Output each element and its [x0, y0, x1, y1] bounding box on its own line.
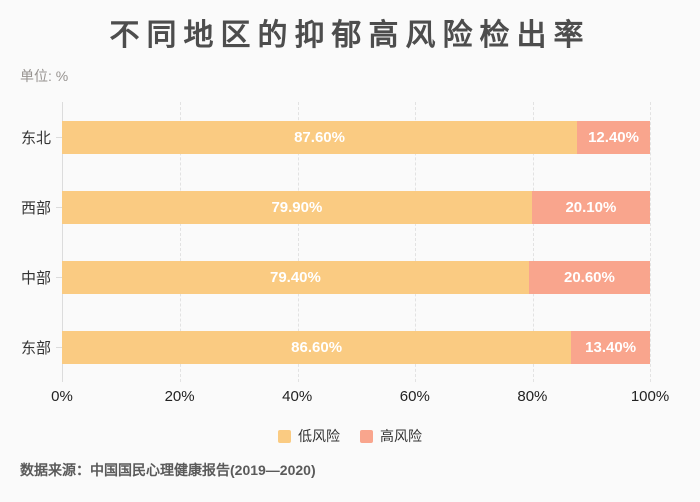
bar-value-label: 86.60%: [291, 338, 343, 356]
data-source: 数据来源：中国国民心理健康报告(2019—2020): [20, 462, 316, 478]
high-risk-swatch-icon: [360, 429, 373, 443]
bar-segment-low-risk: 79.40%: [62, 260, 529, 294]
gridline: [532, 102, 534, 382]
bar-value-label: 20.60%: [563, 268, 615, 286]
bar-row: 东北 87.60% 12.40%: [0, 102, 700, 172]
gridline: [180, 102, 182, 382]
category-tick: [56, 136, 62, 138]
bar-track: 79.40% 20.60%: [62, 260, 650, 294]
bar-segment-high-risk: 13.40%: [571, 330, 650, 364]
category-tick: [56, 276, 62, 278]
bar-segment-high-risk: 20.60%: [528, 260, 650, 294]
gridline: [297, 102, 299, 382]
gridline: [415, 102, 417, 382]
bar-track: 79.90% 20.10%: [62, 190, 650, 224]
bar-value-label: 13.40%: [585, 338, 637, 356]
chart-title: 不同地区的抑郁高风险检出率: [109, 19, 591, 52]
category-label: 西部: [0, 197, 62, 218]
bar-row: 西部 79.90% 20.10%: [0, 172, 700, 242]
bar-segment-high-risk: 20.10%: [531, 190, 650, 224]
bar-segment-low-risk: 86.60%: [62, 330, 572, 364]
x-axis-tick-label: 0%: [51, 388, 73, 405]
bar-value-label: 79.90%: [271, 198, 323, 216]
chart-area: 东北 87.60% 12.40% 西部 79.90% 20.10% 中部 79.40% 20.6…: [0, 102, 700, 382]
x-axis-tick-label: 100%: [630, 388, 670, 405]
x-axis: 0% 20% 40% 60% 80% 100%: [51, 388, 669, 408]
low-risk-swatch-icon: [278, 429, 291, 443]
bar-row: 东部 86.60% 13.40%: [0, 312, 700, 382]
bar-rows: 东北 87.60% 12.40% 西部 79.90% 20.10% 中部 79.40% 20.6…: [0, 102, 700, 382]
bar-value-label: 12.40%: [588, 128, 639, 146]
bar-value-label: 20.10%: [565, 198, 617, 216]
unit-label: 单位: %: [20, 68, 69, 84]
category-tick: [56, 206, 62, 208]
bar-segment-low-risk: 79.90%: [62, 190, 532, 224]
bar-track: 87.60% 12.40%: [62, 120, 650, 154]
category-label: 东北: [0, 127, 62, 148]
bar-track: 86.60% 13.40%: [62, 330, 650, 364]
category-label: 东部: [0, 337, 62, 358]
legend: 低风险 高风险: [0, 426, 700, 446]
category-label: 中部: [0, 267, 62, 288]
gridline: [650, 102, 651, 382]
legend-label-low: 低风险: [298, 428, 340, 444]
grid-layer: [62, 102, 651, 382]
x-axis-tick-label: 20%: [164, 388, 195, 405]
bar-segment-low-risk: 87.60%: [62, 120, 578, 154]
bar-value-label: 79.40%: [269, 268, 321, 286]
legend-item-high: 高风险: [360, 426, 422, 446]
bar-row: 中部 79.40% 20.60%: [0, 242, 700, 312]
bar-value-label: 87.60%: [294, 128, 345, 146]
x-axis-tick-label: 40%: [282, 388, 313, 405]
legend-item-low: 低风险: [278, 426, 340, 446]
legend-label-high: 高风险: [380, 428, 422, 444]
x-axis-tick-label: 80%: [517, 388, 548, 405]
x-axis-tick-label: 60%: [399, 388, 430, 405]
bar-segment-high-risk: 12.40%: [577, 120, 650, 154]
category-tick: [56, 346, 62, 348]
